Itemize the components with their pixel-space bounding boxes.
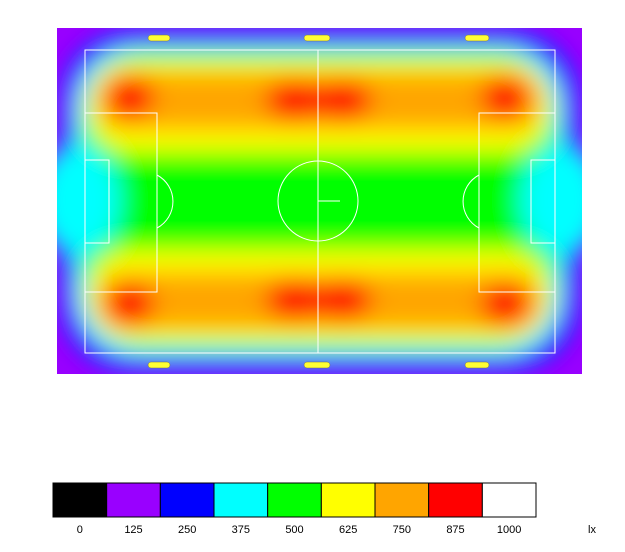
colorbar-swatch xyxy=(374,482,430,518)
heatmap xyxy=(57,28,582,374)
colorbar-tick-label: 125 xyxy=(124,524,142,536)
colorbar-swatch xyxy=(267,482,322,518)
colorbar-tick-label: 500 xyxy=(285,524,303,536)
floodlights xyxy=(147,34,490,369)
pitch-lines xyxy=(84,49,556,354)
unit-label: lx xyxy=(588,524,596,536)
colorbar-swatch xyxy=(481,482,537,518)
colorbar-tick-label: 750 xyxy=(393,524,411,536)
colorbar-swatch xyxy=(159,482,215,518)
colorbar-swatch xyxy=(320,482,376,518)
colorbar-tick-label: 875 xyxy=(446,524,464,536)
colorbar-swatch xyxy=(213,482,269,518)
colorbar-tick-label: 375 xyxy=(232,524,250,536)
colorbar-swatch xyxy=(52,482,108,518)
colorbar-tick-label: 0 xyxy=(77,524,83,536)
colorbar-tick-label: 625 xyxy=(339,524,357,536)
colorbar-swatch xyxy=(428,482,483,518)
colorbar-tick-label: 250 xyxy=(178,524,196,536)
colorbar-tick-label: 1000 xyxy=(497,524,521,536)
colorbar-swatch xyxy=(106,482,161,518)
